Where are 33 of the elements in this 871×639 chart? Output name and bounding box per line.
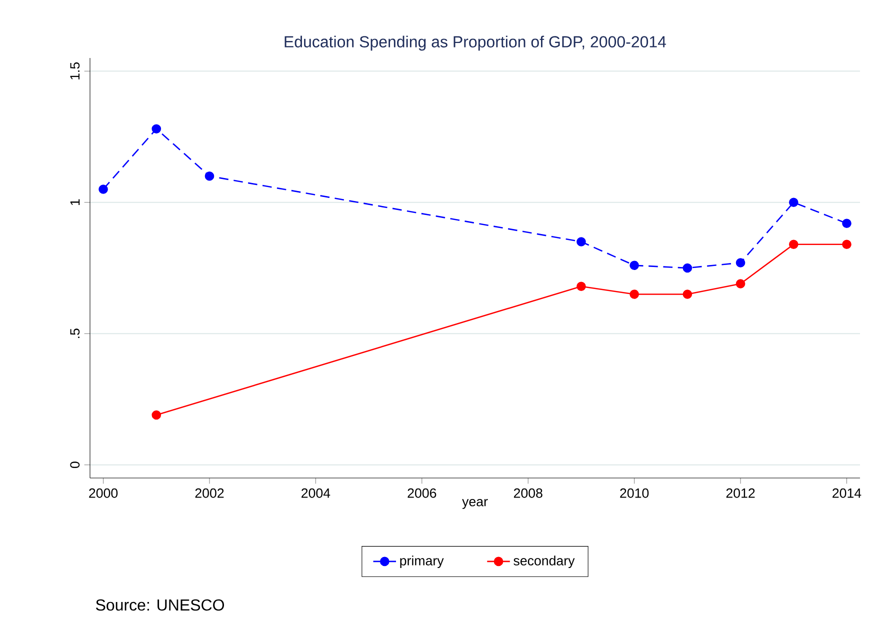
x-axis-title: year: [462, 498, 488, 509]
x-tick-label: 2010: [620, 488, 649, 498]
point: [788, 240, 798, 250]
y-tick-label: 1.5: [70, 62, 80, 80]
source-note: Source: UNESCO: [96, 599, 224, 611]
point: [736, 279, 746, 288]
point: [788, 198, 798, 208]
y-tick-label: 0: [70, 462, 80, 468]
point: [682, 290, 692, 299]
point: [630, 290, 639, 299]
point: [98, 184, 108, 194]
x-tick-label: 2002: [195, 488, 224, 498]
legend-label: primary: [400, 556, 444, 568]
point: [842, 218, 852, 228]
point: [152, 124, 162, 134]
x-tick-label: 2000: [89, 488, 118, 498]
point: [842, 240, 852, 250]
point: [152, 410, 162, 420]
x-tick-label: 2004: [302, 488, 330, 498]
point: [204, 171, 214, 181]
point: [682, 263, 692, 273]
x-tick-label: 2008: [514, 488, 542, 498]
point: [630, 260, 639, 270]
point: [736, 258, 746, 268]
y-tick-label: 1: [70, 199, 80, 206]
point: [576, 237, 586, 246]
x-tick-label: 2012: [726, 488, 755, 498]
x-tick-label: 2014: [832, 488, 862, 498]
y-tick-label: .5: [70, 328, 80, 338]
point: [576, 282, 586, 292]
chart-title: Education Spending as Proportion of GDP, 2000-2014: [284, 36, 666, 51]
x-tick-label: 2006: [408, 488, 436, 498]
legend-label: secondary: [514, 556, 575, 568]
